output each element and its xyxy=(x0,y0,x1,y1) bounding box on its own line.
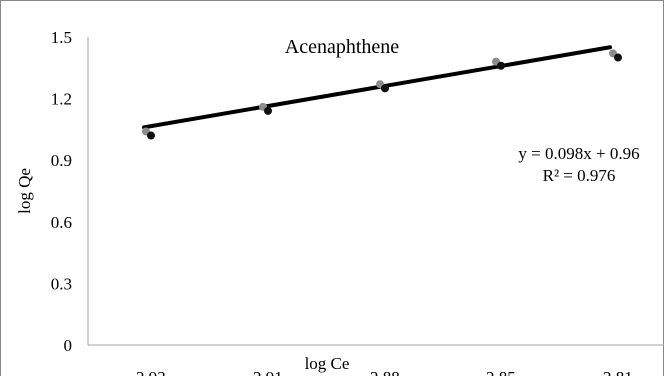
trendline-equation: y = 0.098x + 0.96 xyxy=(518,144,639,163)
y-tick-label: 1.2 xyxy=(51,90,72,109)
data-point xyxy=(147,131,155,140)
data-point xyxy=(497,61,505,70)
y-axis-label: log Qe xyxy=(15,168,34,214)
y-tick-label: 0.9 xyxy=(51,151,72,170)
x-axis-label: log Ce xyxy=(305,354,350,373)
data-point xyxy=(381,84,389,93)
x-tick-label: -2.88 xyxy=(364,368,399,376)
x-tick-label: -2.91 xyxy=(247,368,282,376)
y-tick-label: 0 xyxy=(64,336,73,355)
y-tick-label: 0.3 xyxy=(51,274,72,293)
y-tick-label: 1.5 xyxy=(51,28,72,47)
trendline xyxy=(142,45,612,130)
data-point xyxy=(264,106,272,115)
x-tick-label: -2.93 xyxy=(130,368,165,376)
x-tick-label: -2.81 xyxy=(597,368,632,376)
data-point xyxy=(614,53,622,62)
y-tick-label: 0.6 xyxy=(51,213,72,232)
chart-title: Acenaphthene xyxy=(285,36,400,58)
x-tick-label: -2.85 xyxy=(480,368,515,376)
r-squared: R² = 0.976 xyxy=(543,166,616,185)
